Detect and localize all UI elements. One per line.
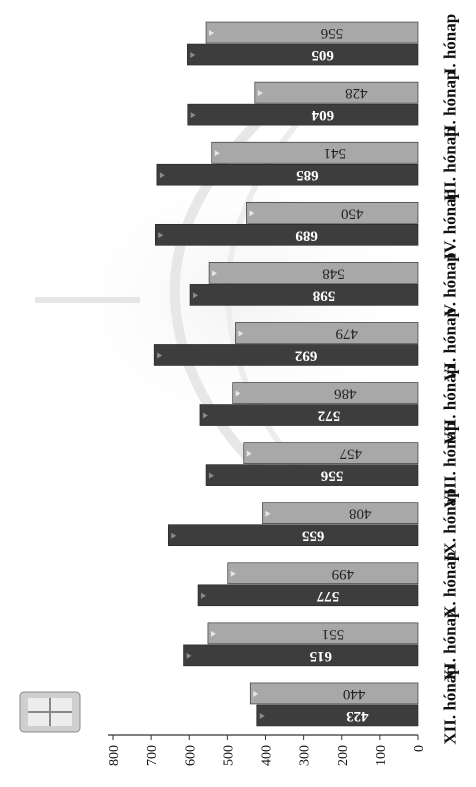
bar-accent [212, 270, 218, 277]
bar-series-2 [227, 562, 419, 585]
category-label: XII. hónap [441, 665, 460, 744]
bar-series-1 [155, 223, 419, 246]
value-axis-tick-label: 500 [221, 745, 236, 766]
bar-series-1 [187, 103, 419, 126]
bar-accent [238, 330, 244, 337]
bar-value-label: 556 [320, 25, 343, 41]
category-label: III. hónap [441, 127, 460, 201]
bar-series-1 [167, 524, 419, 547]
value-axis-tick-label: 300 [298, 745, 313, 766]
bar-value-label: 408 [349, 506, 372, 522]
value-axis-tick-label: 100 [374, 745, 389, 766]
value-axis-tick-label: 200 [336, 745, 351, 766]
bar-accent [214, 150, 220, 157]
bar-accent [202, 412, 208, 419]
bar-series-2 [262, 502, 419, 525]
bar-series-1 [153, 344, 419, 366]
bar-series-2 [207, 622, 419, 645]
bar-value-label: 604 [311, 107, 334, 123]
bar-value-label: 692 [295, 347, 318, 363]
bar-value-label: 551 [322, 626, 345, 642]
value-axis-tick-label: 400 [260, 745, 275, 766]
bar-value-label: 556 [320, 468, 343, 484]
bar-accent [230, 570, 236, 577]
category-label: IX. hónap [441, 488, 460, 561]
bar-value-label: 655 [302, 528, 325, 544]
bar-value-label: 572 [318, 408, 341, 424]
value-axis-tick-label: 600 [183, 745, 198, 766]
bar-accent [209, 472, 215, 479]
bar-accent [235, 390, 241, 397]
bar-series-2 [254, 81, 419, 104]
category-label: I. hónap [441, 14, 460, 74]
bar-value-label: 615 [310, 648, 333, 664]
bar-series-2 [211, 141, 419, 164]
category-label: VIII. hónap [441, 422, 460, 508]
category-label: XI. hónap [441, 608, 460, 681]
bar-accent [201, 592, 207, 599]
bar-series-2 [246, 201, 419, 224]
bar-series-1 [197, 584, 419, 607]
bar-value-label: 428 [345, 85, 368, 101]
bar-accent [159, 172, 165, 179]
bar-series-1 [156, 163, 419, 186]
bar-series-2 [243, 442, 419, 464]
bar-value-label: 423 [346, 708, 369, 724]
bar-accent [157, 352, 163, 359]
category-label: II. hónap [441, 71, 460, 138]
category-label: VI. hónap [441, 308, 460, 381]
bars-group: 605 556 604 428 685 541 689 450 598 548 692 479 572 4… [153, 21, 419, 727]
bar-value-label: 440 [343, 686, 366, 702]
bar-accent [171, 532, 177, 539]
bar-series-2 [232, 382, 419, 404]
bar-series-1 [199, 404, 419, 426]
category-label: V. hónap [441, 252, 460, 316]
bar-series-2 [205, 21, 419, 44]
bar-value-label: 605 [311, 47, 334, 63]
value-axis-tick-label: 0 [412, 745, 427, 752]
bar-series-1 [183, 644, 419, 667]
bar-value-label: 685 [296, 167, 319, 183]
category-label: IV. hónap [441, 189, 460, 260]
value-axis-tick-label: 800 [107, 745, 122, 766]
bar-series-1 [187, 43, 419, 66]
bar-accent [158, 232, 164, 239]
bar-accent [186, 652, 192, 659]
bar-value-label: 541 [324, 145, 347, 161]
bar-value-label: 457 [339, 446, 362, 462]
bar-value-label: 450 [341, 205, 364, 221]
bar-accent [190, 52, 196, 59]
bar-accent [265, 510, 271, 517]
bar-series-2 [249, 682, 419, 705]
bar-accent [246, 450, 252, 457]
bar-series-1 [189, 284, 419, 306]
bar-accent [259, 712, 265, 719]
bar-value-label: 598 [313, 287, 336, 303]
category-label: VII. hónap [441, 365, 460, 444]
bar-value-label: 499 [332, 566, 355, 582]
bar-accent [210, 630, 216, 637]
bar-series-1 [205, 464, 419, 486]
bar-value-label: 479 [335, 325, 358, 341]
bar-accent [257, 90, 263, 97]
bar-series-2 [235, 322, 419, 344]
bar-series-1 [256, 704, 419, 727]
bar-accent [193, 292, 199, 299]
bar-value-label: 689 [295, 227, 318, 243]
bar-series-2 [208, 262, 419, 284]
bar-value-label: 486 [334, 386, 357, 402]
bar-value-label: 548 [322, 265, 345, 281]
crest-icon [19, 691, 81, 733]
bar-accent [209, 30, 215, 37]
value-axis: 0 100 200 300 400 500 600 700 800 [107, 734, 427, 766]
bar-accent [249, 210, 255, 217]
bar-accent [190, 112, 196, 119]
category-label: X. hónap [441, 552, 460, 618]
bar-accent [253, 690, 259, 697]
value-axis-tick-label: 700 [145, 745, 160, 766]
bar-value-label: 577 [316, 588, 339, 604]
